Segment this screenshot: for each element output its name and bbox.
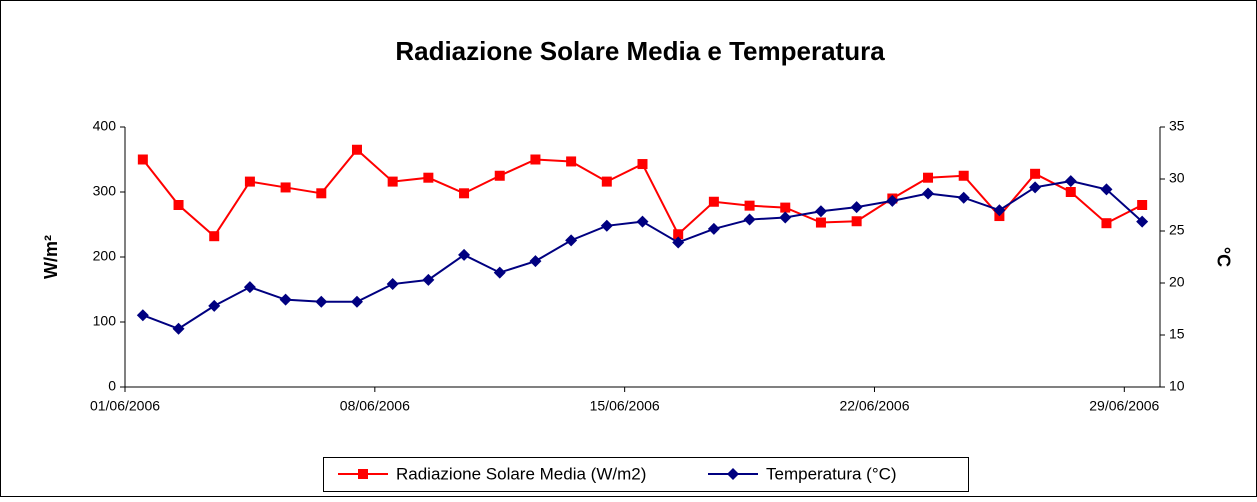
chart-title: Radiazione Solare Media e Temperatura <box>395 36 885 66</box>
x-tick-label: 01/06/2006 <box>90 398 160 414</box>
data-point <box>316 188 327 199</box>
data-point <box>137 154 148 165</box>
data-point <box>1029 181 1042 194</box>
legend-label: Radiazione Solare Media (W/m2) <box>396 464 646 483</box>
data-point <box>958 170 969 181</box>
x-tick-label: 29/06/2006 <box>1089 398 1159 414</box>
data-point <box>957 191 970 204</box>
data-point <box>1137 200 1148 210</box>
y-tick-label: 0 <box>108 378 116 394</box>
data-point <box>1136 215 1149 228</box>
data-point <box>459 188 470 199</box>
data-point <box>351 144 362 155</box>
data-point <box>923 172 934 183</box>
data-point <box>1101 218 1112 229</box>
data-point <box>851 216 862 227</box>
y2-axis-label: °C <box>1213 247 1233 267</box>
data-point <box>209 231 220 242</box>
data-point <box>744 200 755 211</box>
data-point <box>566 156 577 167</box>
legend-marker <box>358 469 368 479</box>
data-point <box>565 234 578 247</box>
data-point <box>243 281 256 294</box>
data-point <box>922 187 935 200</box>
data-point <box>494 170 505 181</box>
data-point <box>173 200 184 210</box>
y2-tick-label: 25 <box>1169 222 1185 238</box>
x-tick-label: 22/06/2006 <box>839 398 909 414</box>
y2-tick-label: 10 <box>1169 378 1185 394</box>
data-point <box>208 299 221 312</box>
x-tick-label: 15/06/2006 <box>590 398 660 414</box>
data-point <box>850 201 863 214</box>
data-point <box>993 204 1006 217</box>
data-point <box>315 295 328 308</box>
data-point <box>707 222 720 235</box>
data-point <box>673 229 684 240</box>
data-point <box>1064 175 1077 188</box>
data-point <box>779 211 792 224</box>
data-point <box>244 176 255 187</box>
y-tick-label: 200 <box>93 248 117 264</box>
data-point <box>601 176 612 187</box>
data-point <box>493 266 506 279</box>
data-point <box>637 159 648 170</box>
data-point <box>350 295 363 308</box>
data-point <box>1100 183 1113 196</box>
data-point <box>636 215 649 228</box>
data-point <box>422 273 435 286</box>
y-tick-label: 400 <box>93 118 117 134</box>
data-point <box>172 322 185 335</box>
data-point <box>387 176 398 187</box>
data-point <box>458 248 471 261</box>
y-tick-label: 300 <box>93 183 117 199</box>
data-point <box>136 309 149 322</box>
y2-tick-label: 20 <box>1169 274 1185 290</box>
y2-tick-label: 30 <box>1169 170 1185 186</box>
legend-label: Temperatura (°C) <box>766 464 897 483</box>
data-point <box>815 217 826 228</box>
data-point <box>708 196 719 207</box>
y2-tick-label: 35 <box>1169 118 1185 134</box>
data-point <box>886 194 899 207</box>
y-tick-label: 100 <box>93 313 117 329</box>
data-point <box>780 202 791 213</box>
legend-marker <box>727 468 739 480</box>
data-point <box>814 205 827 218</box>
data-point <box>1065 187 1076 197</box>
y-axis-label: W/m² <box>41 235 61 279</box>
data-point <box>672 236 685 249</box>
legend <box>323 457 969 492</box>
data-point <box>386 278 399 291</box>
y2-tick-label: 15 <box>1169 326 1185 342</box>
data-point <box>743 213 756 226</box>
data-point <box>529 255 542 268</box>
data-point <box>600 219 613 232</box>
x-tick-label: 08/06/2006 <box>340 398 410 414</box>
data-point <box>279 293 292 306</box>
data-point <box>1030 168 1041 179</box>
data-point <box>423 172 434 183</box>
data-point <box>530 154 541 165</box>
data-point <box>280 182 291 193</box>
